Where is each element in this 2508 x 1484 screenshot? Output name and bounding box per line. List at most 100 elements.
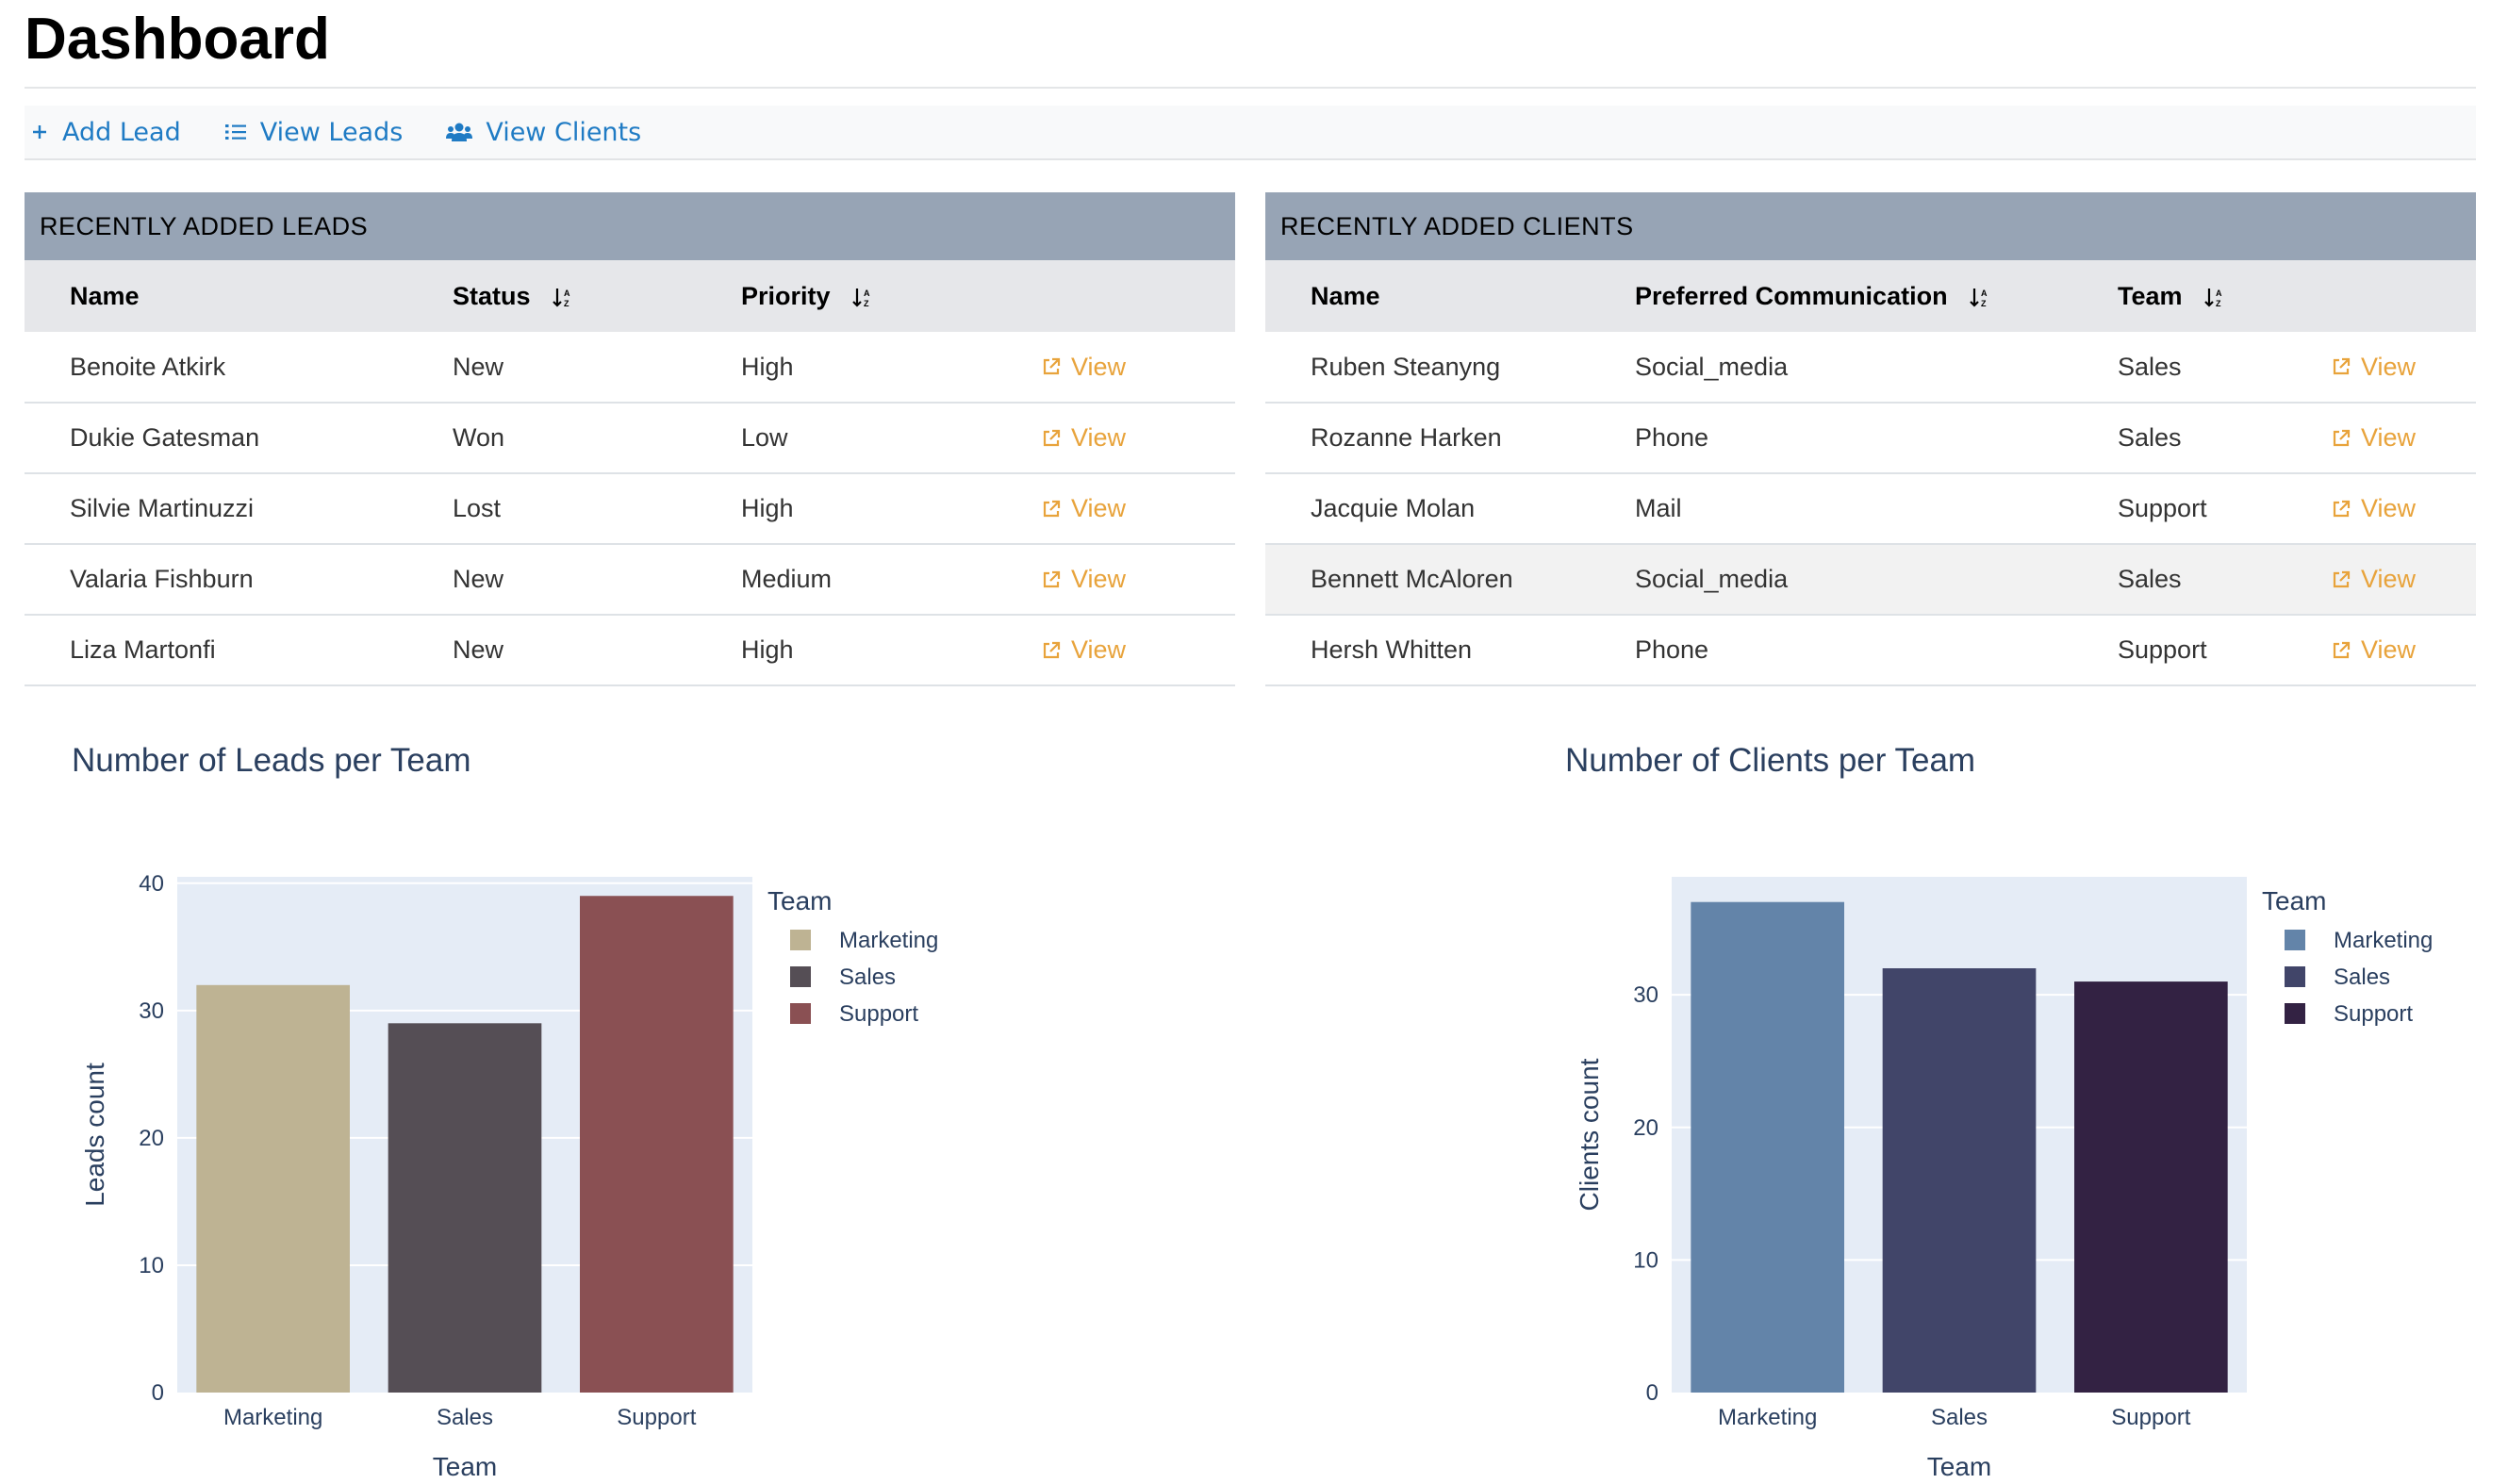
leads-col-name[interactable]: Name [70, 281, 140, 310]
view-client-link[interactable]: View [2331, 494, 2476, 523]
lead-status: Lost [453, 494, 502, 522]
recent-clients-panel: RECENTLY ADDED CLIENTS Name Preferred Co… [1265, 192, 2476, 686]
external-link-icon [2333, 570, 2351, 587]
sort-icon[interactable]: AZ [2203, 286, 2226, 308]
table-row: Dukie Gatesman Won Low View [25, 403, 1235, 473]
action-bar: Add Lead View Leads View Clients [25, 106, 2476, 160]
clients-table-header: Name Preferred Communication A Z Team A Z [1265, 260, 2476, 332]
legend-title: Team [2262, 886, 2326, 915]
view-client-link[interactable]: View [2331, 423, 2476, 453]
bar-sales [1882, 968, 2037, 1393]
clients-col-team[interactable]: Team A Z [2118, 260, 2331, 332]
client-team: Support [2118, 635, 2207, 664]
client-team: Support [2118, 494, 2207, 522]
view-client-link[interactable]: View [2331, 635, 2476, 665]
external-link-icon [1043, 357, 1061, 375]
legend-item: Support [839, 1001, 918, 1027]
legend-item: Sales [2334, 965, 2390, 990]
legend-item: Support [2334, 1001, 2413, 1027]
recent-leads-heading: RECENTLY ADDED LEADS [25, 192, 1235, 260]
svg-text:Z: Z [864, 299, 869, 308]
y-tick-label: 0 [1646, 1380, 1658, 1406]
table-row: Valaria Fishburn New Medium View [25, 544, 1235, 615]
table-row: Hersh Whitten Phone Support View [1265, 615, 2476, 685]
leads-col-priority[interactable]: Priority A Z [741, 260, 1041, 332]
legend-swatch [790, 930, 811, 950]
lead-priority: High [741, 352, 794, 381]
client-communication: Social_media [1635, 352, 1789, 381]
client-team: Sales [2118, 352, 2182, 381]
legend-swatch [790, 966, 811, 987]
y-axis-label: Clients count [1575, 1058, 1604, 1211]
sort-icon[interactable]: AZ [1969, 286, 1991, 308]
y-tick-label: 30 [139, 998, 164, 1024]
page-title: Dashboard [25, 7, 330, 72]
leads-table-header: Name Status A Z Priority A Z [25, 260, 1235, 332]
table-row: Liza Martonfi New High View [25, 615, 1235, 685]
recent-clients-heading: RECENTLY ADDED CLIENTS [1265, 192, 2476, 260]
clients-col-communication[interactable]: Preferred Communication A Z [1635, 260, 2118, 332]
client-name: Ruben Steanyng [1311, 352, 1501, 381]
table-row: Rozanne Harken Phone Sales View [1265, 403, 2476, 473]
view-client-link[interactable]: View [2331, 565, 2476, 594]
sort-icon[interactable]: AZ [851, 286, 874, 308]
legend-item: Sales [839, 965, 896, 990]
x-tick-label: Marketing [223, 1405, 322, 1430]
external-link-icon [2333, 429, 2351, 446]
view-leads-link[interactable]: View Leads [224, 118, 403, 147]
bar-sales [388, 1023, 542, 1393]
add-lead-label: Add Lead [62, 117, 181, 147]
svg-text:A: A [864, 289, 870, 298]
svg-text:Z: Z [1981, 299, 1987, 308]
plus-icon [33, 125, 46, 139]
lead-priority: Low [741, 423, 788, 452]
y-tick-label: 10 [139, 1253, 164, 1278]
y-axis-label: Leads count [80, 1063, 109, 1207]
y-tick-label: 20 [139, 1126, 164, 1151]
view-clients-link[interactable]: View Clients [446, 118, 641, 147]
external-link-icon [2333, 357, 2351, 375]
clients-per-team-chart: 0 10 20 30 Marketing Sales Support Team Clients … [1575, 877, 2433, 1481]
view-lead-link[interactable]: View [1041, 353, 1235, 382]
y-tick-label: 40 [139, 871, 164, 897]
view-lead-link[interactable]: View [1041, 635, 1235, 665]
client-name: Hersh Whitten [1311, 635, 1473, 664]
x-tick-label: Support [2111, 1405, 2190, 1430]
clients-chart-title: Number of Clients per Team [1565, 742, 1976, 779]
x-axis-label: Team [1927, 1452, 1991, 1481]
leads-per-team-chart: 0 10 20 30 40 Marketing Sales Support Team Leads … [80, 871, 938, 1481]
add-lead-link[interactable]: Add Lead [30, 118, 181, 147]
external-link-icon [2333, 641, 2351, 658]
view-clients-label: View Clients [486, 117, 642, 147]
table-row: Benoite Atkirk New High View [25, 332, 1235, 403]
lead-status: New [453, 635, 504, 664]
leads-chart-title: Number of Leads per Team [72, 742, 471, 779]
view-lead-link[interactable]: View [1041, 494, 1235, 523]
view-client-link[interactable]: View [2331, 353, 2476, 382]
list-icon [224, 124, 246, 140]
legend-swatch [2285, 1003, 2305, 1024]
lead-priority: Medium [741, 565, 833, 593]
lead-name: Dukie Gatesman [70, 423, 260, 452]
y-tick-label: 10 [1633, 1247, 1658, 1273]
legend-swatch [2285, 930, 2305, 950]
external-link-icon [1043, 641, 1061, 658]
y-tick-label: 20 [1633, 1115, 1658, 1141]
lead-name: Benoite Atkirk [70, 352, 226, 381]
lead-priority: High [741, 635, 794, 664]
svg-text:A: A [2216, 289, 2222, 298]
view-lead-link[interactable]: View [1041, 423, 1235, 453]
external-link-icon [2333, 500, 2351, 517]
legend-swatch [2285, 966, 2305, 987]
legend-title: Team [767, 886, 832, 915]
leads-col-status[interactable]: Status A Z [453, 260, 741, 332]
sort-icon[interactable]: AZ [552, 286, 574, 308]
recent-leads-panel: RECENTLY ADDED LEADS Name Status A Z Prior… [25, 192, 1235, 686]
users-icon [446, 123, 473, 141]
client-communication: Mail [1635, 494, 1682, 522]
view-lead-link[interactable]: View [1041, 565, 1235, 594]
legend-item: Marketing [2334, 928, 2433, 953]
clients-col-name[interactable]: Name [1311, 281, 1380, 310]
bar-marketing [196, 984, 350, 1393]
lead-status: New [453, 352, 504, 381]
